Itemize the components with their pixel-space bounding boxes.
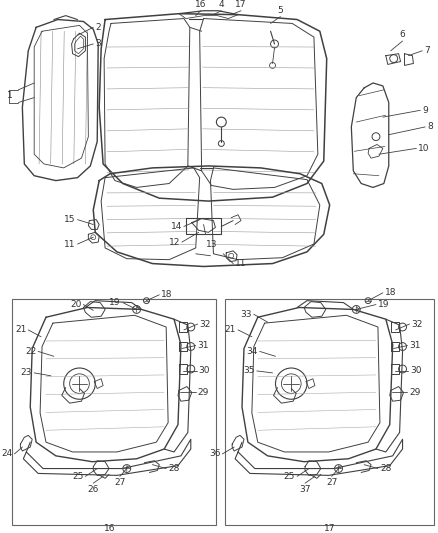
Text: 22: 22 xyxy=(25,347,36,356)
Text: 4: 4 xyxy=(218,0,224,9)
Text: 13: 13 xyxy=(205,239,216,248)
Text: 8: 8 xyxy=(426,123,432,132)
Text: 16: 16 xyxy=(104,523,116,532)
Text: 11: 11 xyxy=(235,259,246,268)
Text: 19: 19 xyxy=(377,300,389,309)
Text: 27: 27 xyxy=(114,478,125,487)
Text: 18: 18 xyxy=(384,288,396,297)
Text: 6: 6 xyxy=(399,30,405,39)
Text: 19: 19 xyxy=(109,298,120,307)
Text: 26: 26 xyxy=(88,485,99,494)
Bar xyxy=(225,298,433,525)
Text: 31: 31 xyxy=(197,341,208,350)
Text: 25: 25 xyxy=(72,472,83,481)
Text: 32: 32 xyxy=(199,320,211,328)
Text: 5: 5 xyxy=(277,6,283,14)
Text: 30: 30 xyxy=(410,366,421,375)
Text: 3: 3 xyxy=(95,39,101,49)
Text: 2: 2 xyxy=(95,23,101,32)
Text: 29: 29 xyxy=(409,388,420,397)
Text: 12: 12 xyxy=(168,238,180,247)
Text: 1: 1 xyxy=(7,91,12,100)
Text: 37: 37 xyxy=(299,485,310,494)
Text: 18: 18 xyxy=(161,290,172,300)
Text: 33: 33 xyxy=(240,310,251,319)
Text: 24: 24 xyxy=(1,449,12,458)
Text: 7: 7 xyxy=(423,46,429,55)
Text: 16: 16 xyxy=(194,0,206,9)
Text: 9: 9 xyxy=(421,106,427,115)
Text: 23: 23 xyxy=(21,368,32,377)
Text: 15: 15 xyxy=(64,215,75,224)
Text: 10: 10 xyxy=(417,144,429,153)
Text: 34: 34 xyxy=(246,347,257,356)
Text: 36: 36 xyxy=(208,449,220,458)
Bar xyxy=(11,298,216,525)
Text: 28: 28 xyxy=(168,464,179,473)
Text: 17: 17 xyxy=(235,0,246,9)
Text: 11: 11 xyxy=(64,239,75,248)
Text: 21: 21 xyxy=(15,326,26,334)
Text: 20: 20 xyxy=(70,300,81,309)
Text: 14: 14 xyxy=(170,222,181,231)
Text: 29: 29 xyxy=(197,388,208,397)
Text: 27: 27 xyxy=(325,478,336,487)
Text: 32: 32 xyxy=(410,320,422,328)
Text: 25: 25 xyxy=(283,472,294,481)
Text: 30: 30 xyxy=(198,366,210,375)
Text: 21: 21 xyxy=(224,326,236,334)
Text: 28: 28 xyxy=(379,464,390,473)
Text: 17: 17 xyxy=(323,523,335,532)
Text: 35: 35 xyxy=(243,366,254,375)
Text: 31: 31 xyxy=(409,341,420,350)
